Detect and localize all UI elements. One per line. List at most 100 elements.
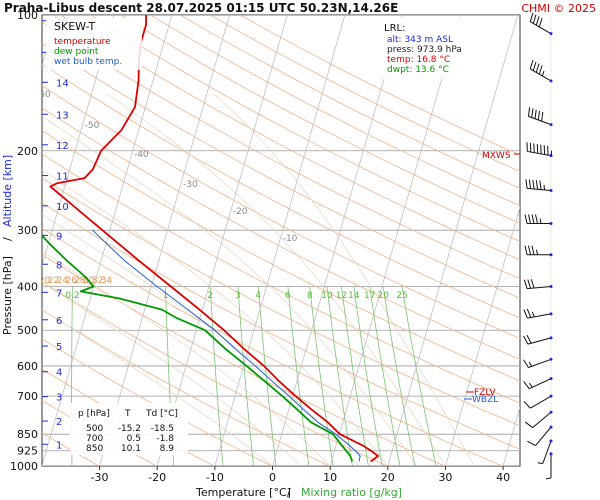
altitude-tick-label: 2 xyxy=(56,417,62,428)
dewpoint-profile xyxy=(42,234,354,462)
mixing-ratio-label: 25 xyxy=(396,291,407,301)
mixing-ratio-line xyxy=(341,286,369,466)
mixing-ratio-line xyxy=(401,286,437,466)
wind-barb-feather xyxy=(535,16,540,26)
wind-barb-staff xyxy=(532,411,552,429)
pressure-tick-label: 850 xyxy=(17,428,38,441)
isotherm-label: -30 xyxy=(183,180,198,190)
lrl-info: LRL: alt: 343 m ASL press: 973.9 hPa tem… xyxy=(381,17,487,79)
moist-adiabat-line xyxy=(214,94,475,466)
wind-barb-feather xyxy=(532,179,535,190)
wind-barb-dot xyxy=(549,253,553,257)
wind-barb-feather xyxy=(523,381,530,390)
wind-barb-feather xyxy=(527,279,532,289)
dry-adiabat-line xyxy=(42,130,520,382)
wind-barb xyxy=(523,377,553,390)
wind-barb-feather xyxy=(523,309,528,319)
x-tick-label: 40 xyxy=(496,471,510,484)
altitude-tick-label: 3 xyxy=(56,393,62,404)
wind-barb-feather xyxy=(526,334,532,344)
table-cell-dewpoint: 8.9 xyxy=(160,444,175,454)
isotherm-line xyxy=(42,15,115,267)
wind-barb-feather xyxy=(526,308,532,318)
mixing-ratio-label: 17 xyxy=(364,291,375,301)
fzlv-label: FZLV xyxy=(474,388,496,398)
wind-barb-feather xyxy=(524,214,528,224)
altitude-tick-label: 14 xyxy=(56,78,69,89)
x-axis-title: Temperature [°C] xyxy=(195,486,291,499)
dry-adiabat-line xyxy=(42,254,445,466)
wind-barb-dot xyxy=(549,312,553,316)
wind-barb-staff xyxy=(542,440,552,464)
wind-barb-feather xyxy=(535,63,540,73)
isotherm-line xyxy=(214,15,346,466)
wind-barb-staff xyxy=(535,426,552,446)
isotherm-label: -50 xyxy=(85,121,100,131)
wind-barb-dot xyxy=(549,336,553,340)
wind-barb-dot xyxy=(549,410,553,414)
mixing-ratio-line xyxy=(237,286,254,466)
legend-entry-dewpoint: dew point xyxy=(54,47,99,57)
dry-adiabat-line xyxy=(42,42,520,299)
wind-barb-feather xyxy=(525,179,528,189)
dry-adiabat-line xyxy=(42,338,272,466)
wind-barb-staff xyxy=(527,337,552,345)
x-tick-label: 20 xyxy=(381,471,395,484)
altitude-tick-label: 1 xyxy=(56,440,62,451)
wind-barb-feather xyxy=(528,245,531,255)
pressure-tick-label: 500 xyxy=(17,324,38,337)
wind-barb xyxy=(527,107,553,127)
table-cell-temp: 0.5 xyxy=(127,434,141,444)
wind-barb-feather xyxy=(529,12,534,22)
altitude-tick-label: 10 xyxy=(56,202,69,213)
wind-barb xyxy=(527,425,553,446)
x-axis-separator: / xyxy=(287,486,291,499)
table-cell-temp: -15.2 xyxy=(118,424,141,434)
altitude-tick-label: 7 xyxy=(56,288,62,299)
pressure-tick-label: 700 xyxy=(17,390,38,403)
wind-barb xyxy=(529,12,553,36)
wind-barb-feather xyxy=(528,214,531,224)
profile-layer xyxy=(42,15,379,463)
wind-barb xyxy=(537,439,553,465)
legend: SKEW-T temperature dew point wet bulb te… xyxy=(46,18,142,70)
pressure-tick-label: 300 xyxy=(17,224,38,237)
mixing-ratio-line xyxy=(382,286,416,466)
wind-barb-feather xyxy=(523,335,529,345)
wind-barb-feather xyxy=(529,59,534,70)
wind-barb-half-feather xyxy=(528,382,533,388)
mixing-ratio-line xyxy=(309,286,334,466)
x-tick-label: 30 xyxy=(438,471,452,484)
wind-barb-half-feather xyxy=(543,184,546,191)
wind-barb xyxy=(524,410,553,429)
wind-barb-staff xyxy=(529,395,552,409)
wind-barb-staff xyxy=(527,313,552,319)
isotherm-line xyxy=(561,15,600,466)
wind-barb-dot xyxy=(549,377,553,381)
wind-barb-half-feather xyxy=(536,249,538,255)
wind-barb-feather xyxy=(541,111,544,122)
isotherm-line xyxy=(445,206,520,466)
altitude-tick-label: 13 xyxy=(56,110,69,121)
altitude-tick-label: 9 xyxy=(56,231,62,242)
wind-barb-feather xyxy=(531,108,534,118)
isotherm-label: -60 xyxy=(36,90,51,100)
wind-barb-dot xyxy=(549,285,553,289)
wind-barb xyxy=(526,142,553,158)
axis-layer: -30 -20 -10 0 10 20 30 401002003004005006007008… xyxy=(10,9,510,484)
theta-label: 22 xyxy=(48,276,59,286)
altitude-tick-label: 5 xyxy=(56,342,62,353)
mixing-ratio-line xyxy=(209,286,224,466)
wind-barb-feather xyxy=(527,107,531,117)
mxws-label: MXWS xyxy=(482,151,511,161)
wind-barb-feather xyxy=(523,401,531,409)
dry-adiabat-line xyxy=(42,85,520,339)
x-tick-label: -20 xyxy=(148,471,166,484)
pressure-tick-label: 925 xyxy=(17,445,38,458)
dry-adiabat-line xyxy=(42,432,99,466)
wind-barb-dot xyxy=(549,452,553,456)
mixing-ratio-label: 20 xyxy=(377,291,389,301)
table-cell-pressure: 700 xyxy=(86,434,103,444)
wind-barb xyxy=(523,357,553,368)
dry-adiabat-line xyxy=(42,202,520,450)
